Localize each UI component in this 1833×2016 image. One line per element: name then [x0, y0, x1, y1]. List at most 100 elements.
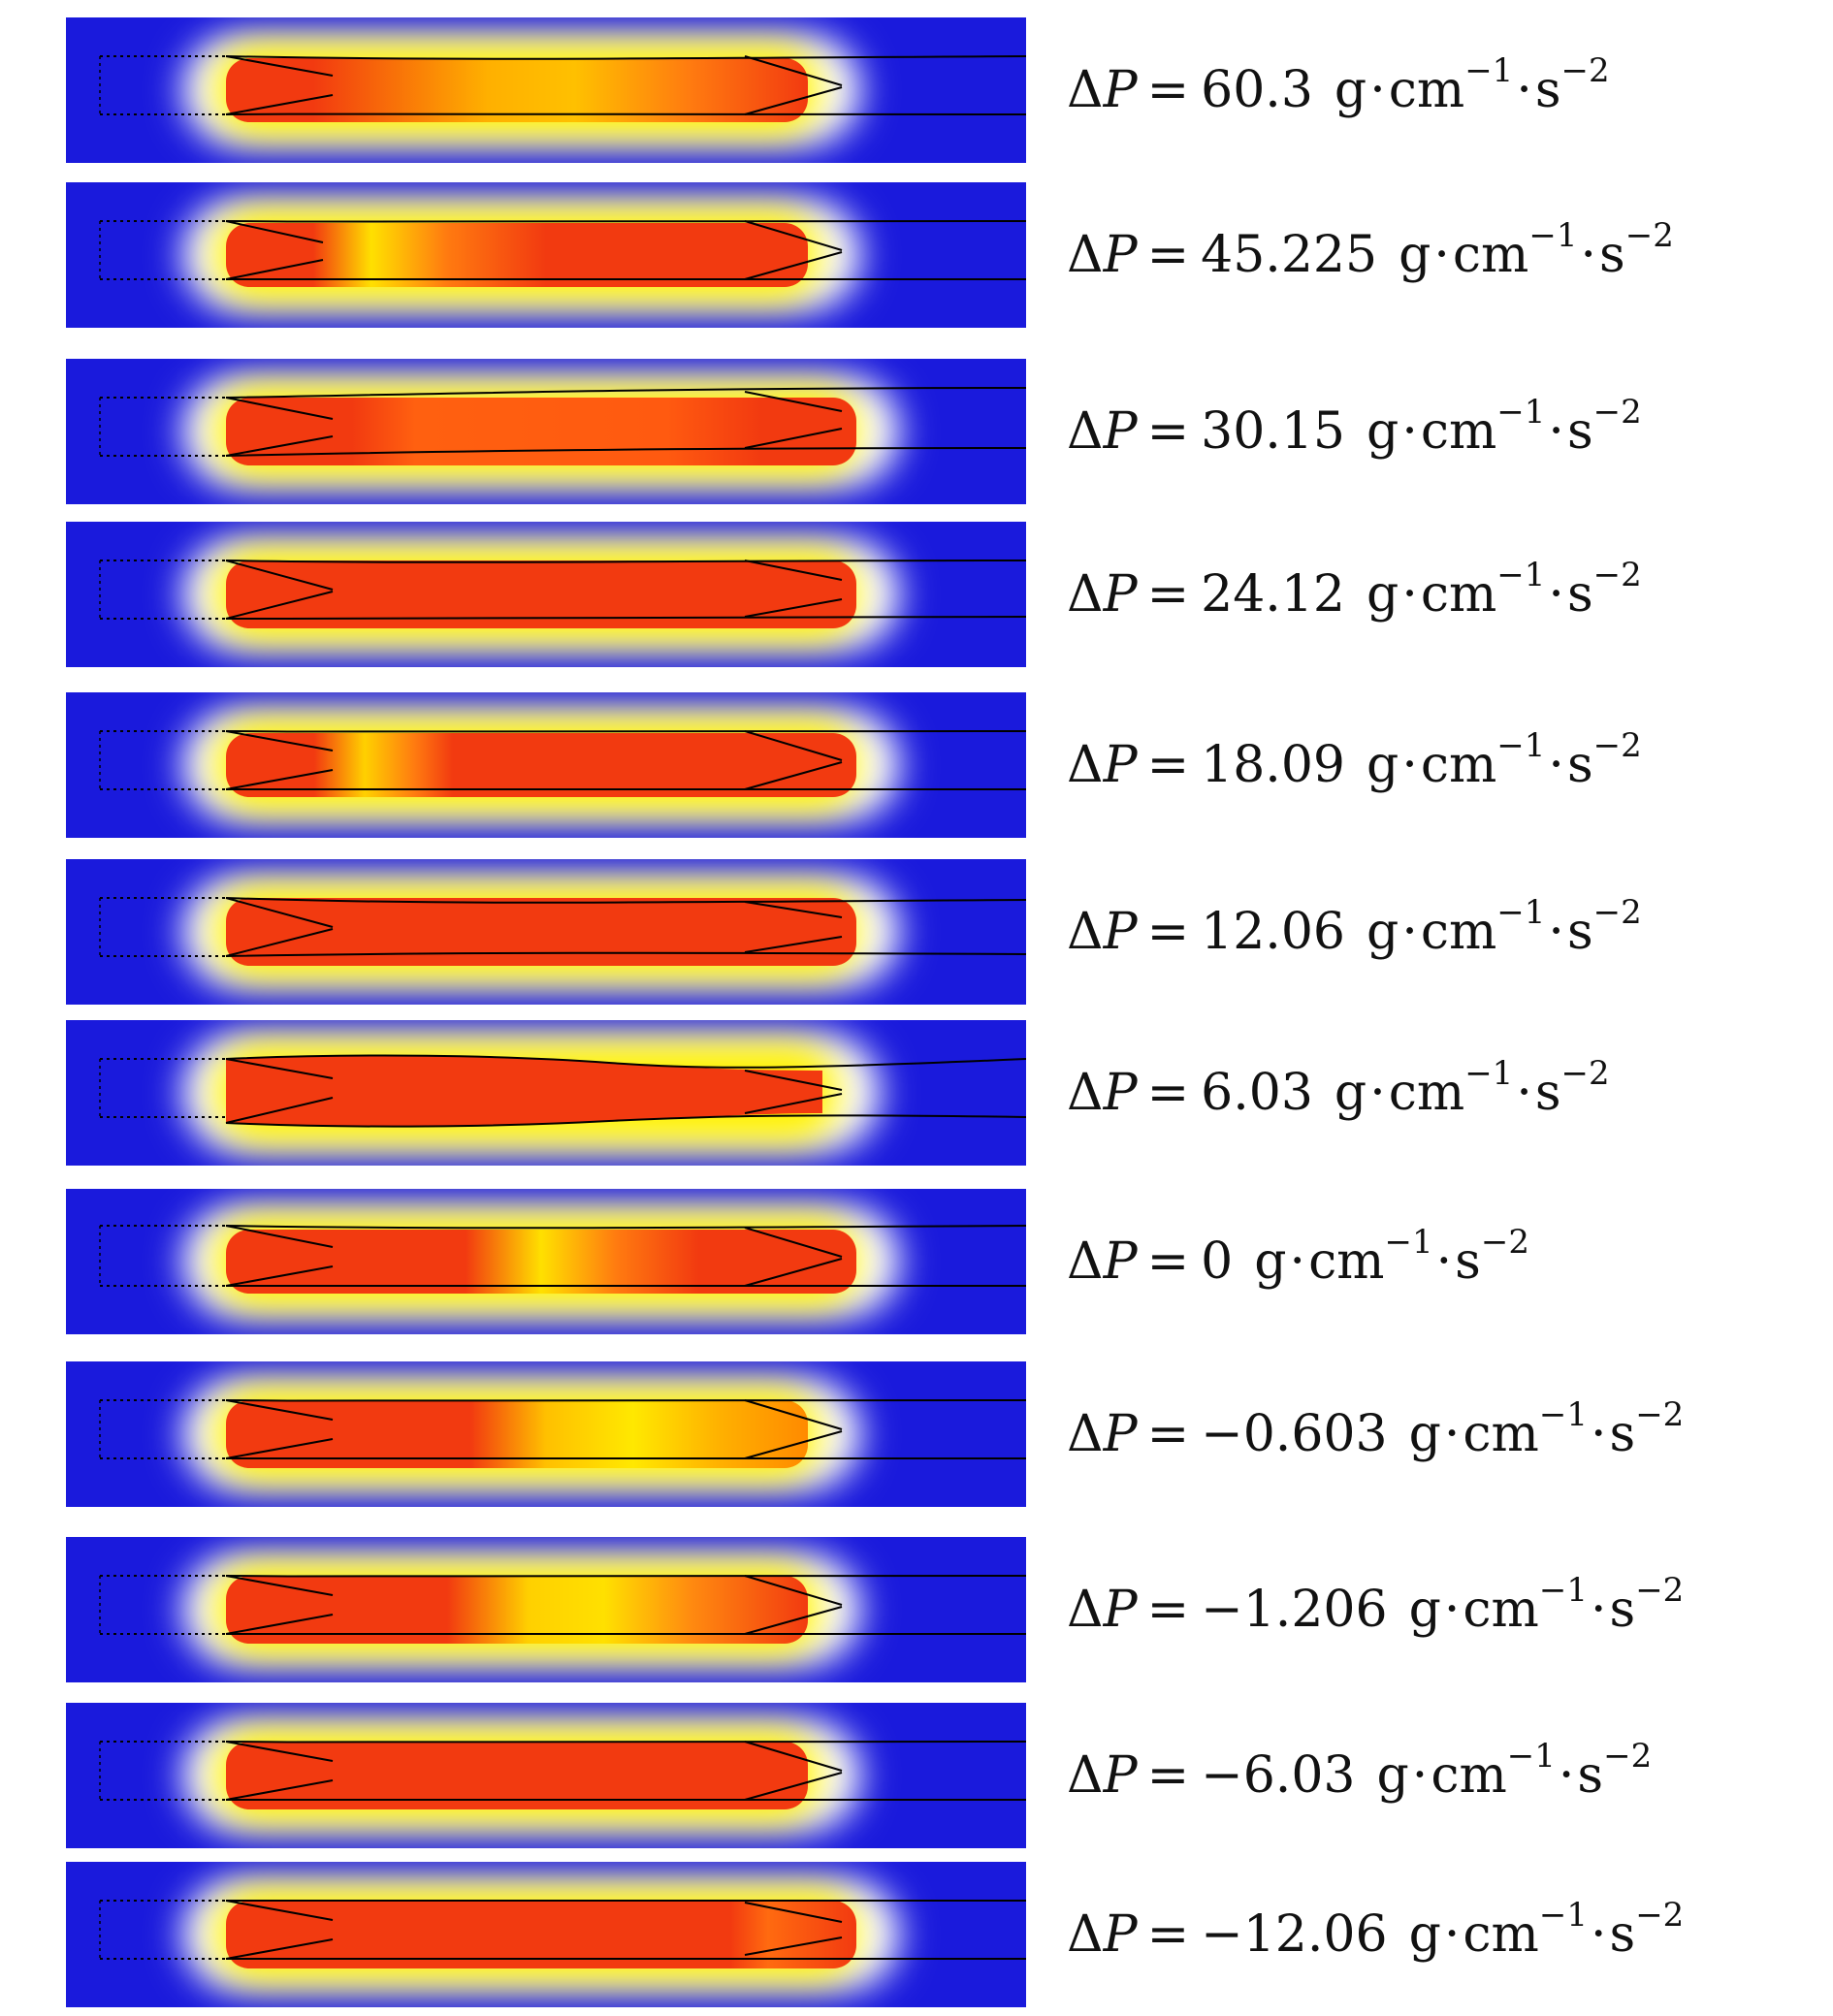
equals-sign: =: [1146, 1581, 1190, 1639]
concentration-panel: [66, 522, 1026, 667]
pressure-label: Δ P = 24.12 g · cm −1 · s −2: [1067, 556, 1642, 624]
unit-g: g: [1408, 1405, 1441, 1463]
unit-g: g: [1367, 402, 1399, 461]
pressure-variable: P: [1103, 226, 1138, 284]
unit-s-exponent: −2: [1592, 893, 1642, 932]
equals-sign: =: [1146, 1064, 1190, 1122]
equals-sign: =: [1146, 565, 1190, 624]
unit-s: s: [1566, 565, 1593, 624]
equals-sign: =: [1146, 903, 1190, 961]
unit-s-exponent: −2: [1635, 1896, 1685, 1935]
unit-s: s: [1534, 1064, 1561, 1122]
pressure-variable: P: [1103, 1905, 1138, 1964]
unit-s: s: [1534, 61, 1561, 119]
pressure-value: −6.03: [1201, 1746, 1356, 1805]
unit-cm: cm: [1420, 402, 1497, 461]
unit-cm: cm: [1420, 903, 1497, 961]
unit-cm-exponent: −1: [1384, 1223, 1433, 1262]
pressure-label: Δ P = 12.06 g · cm −1 · s −2: [1067, 893, 1642, 961]
pressure-variable: P: [1103, 1064, 1138, 1122]
unit-cm: cm: [1452, 226, 1529, 284]
unit-s-exponent: −2: [1635, 1571, 1685, 1610]
unit-s: s: [1577, 1746, 1604, 1805]
delta-symbol: Δ: [1067, 1405, 1104, 1463]
pressure-value: 30.15: [1201, 402, 1346, 461]
pressure-label: Δ P = −12.06 g · cm −1 · s −2: [1067, 1896, 1685, 1964]
pressure-variable: P: [1103, 1581, 1138, 1639]
pressure-value: 6.03: [1201, 1064, 1313, 1122]
delta-symbol: Δ: [1067, 1905, 1104, 1964]
unit-g: g: [1399, 226, 1431, 284]
equals-sign: =: [1146, 1905, 1190, 1964]
pressure-variable: P: [1103, 565, 1138, 624]
unit-s-exponent: −2: [1592, 393, 1642, 432]
unit-cm: cm: [1420, 736, 1497, 794]
unit-cm: cm: [1388, 1064, 1465, 1122]
concentration-panel: [66, 692, 1026, 838]
pressure-variable: P: [1103, 903, 1138, 961]
unit-s: s: [1566, 736, 1593, 794]
unit-cm: cm: [1388, 61, 1465, 119]
pressure-value: 45.225: [1201, 226, 1378, 284]
concentration-panel: [66, 359, 1026, 504]
pressure-variable: P: [1103, 1405, 1138, 1463]
concentration-panel: [66, 1862, 1026, 2007]
unit-s-exponent: −2: [1592, 726, 1642, 765]
unit-cm-exponent: −1: [1464, 1054, 1514, 1093]
equals-sign: =: [1146, 226, 1190, 284]
unit-s-exponent: −2: [1635, 1395, 1685, 1434]
equals-sign: =: [1146, 736, 1190, 794]
pressure-value: 12.06: [1201, 903, 1346, 961]
delta-symbol: Δ: [1067, 903, 1104, 961]
pressure-value: 60.3: [1201, 61, 1313, 119]
delta-symbol: Δ: [1067, 1064, 1104, 1122]
concentration-panel: [66, 1703, 1026, 1848]
unit-cm: cm: [1463, 1905, 1539, 1964]
unit-s-exponent: −2: [1603, 1737, 1653, 1776]
unit-g: g: [1367, 565, 1399, 624]
unit-g: g: [1334, 61, 1367, 119]
unit-g: g: [1408, 1581, 1441, 1639]
concentration-panel: [66, 859, 1026, 1005]
unit-g: g: [1408, 1905, 1441, 1964]
unit-s: s: [1609, 1581, 1636, 1639]
unit-g: g: [1254, 1232, 1287, 1291]
pressure-label: Δ P = 18.09 g · cm −1 · s −2: [1067, 726, 1642, 794]
unit-cm: cm: [1308, 1232, 1385, 1291]
concentration-panel: [66, 182, 1026, 328]
delta-symbol: Δ: [1067, 402, 1104, 461]
pressure-label: Δ P = 6.03 g · cm −1 · s −2: [1067, 1054, 1610, 1122]
unit-cm-exponent: −1: [1496, 556, 1546, 594]
pressure-label: Δ P = 30.15 g · cm −1 · s −2: [1067, 393, 1642, 461]
delta-symbol: Δ: [1067, 226, 1104, 284]
concentration-panel: [66, 1537, 1026, 1682]
pressure-value: −1.206: [1201, 1581, 1388, 1639]
concentration-panel: [66, 1189, 1026, 1334]
unit-g: g: [1367, 903, 1399, 961]
unit-s: s: [1455, 1232, 1481, 1291]
equals-sign: =: [1146, 1405, 1190, 1463]
pressure-value: 0: [1201, 1232, 1234, 1291]
unit-s: s: [1566, 903, 1593, 961]
pressure-variable: P: [1103, 1232, 1138, 1291]
concentration-panel: [66, 17, 1026, 163]
unit-s: s: [1609, 1905, 1636, 1964]
unit-cm-exponent: −1: [1506, 1737, 1556, 1776]
unit-cm: cm: [1420, 565, 1497, 624]
equals-sign: =: [1146, 61, 1190, 119]
delta-symbol: Δ: [1067, 565, 1104, 624]
unit-cm-exponent: −1: [1538, 1896, 1588, 1935]
pressure-variable: P: [1103, 402, 1138, 461]
pressure-value: 24.12: [1201, 565, 1346, 624]
unit-s-exponent: −2: [1480, 1223, 1529, 1262]
pressure-label: Δ P = −6.03 g · cm −1 · s −2: [1067, 1737, 1653, 1805]
equals-sign: =: [1146, 1232, 1190, 1291]
unit-cm-exponent: −1: [1496, 393, 1546, 432]
pressure-variable: P: [1103, 61, 1138, 119]
pressure-variable: P: [1103, 736, 1138, 794]
equals-sign: =: [1146, 402, 1190, 461]
unit-s: s: [1599, 226, 1625, 284]
pressure-value: −0.603: [1201, 1405, 1388, 1463]
unit-g: g: [1334, 1064, 1367, 1122]
unit-cm-exponent: −1: [1496, 893, 1546, 932]
